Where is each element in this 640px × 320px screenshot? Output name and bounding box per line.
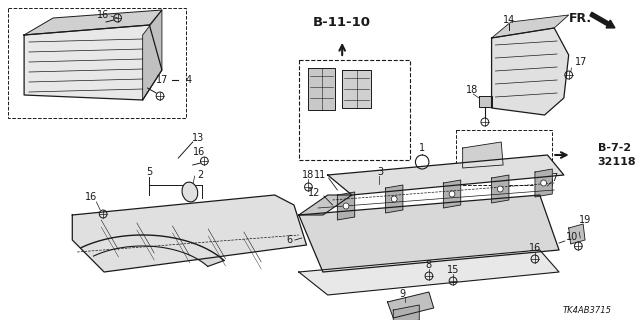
Polygon shape: [479, 96, 492, 107]
Polygon shape: [387, 292, 434, 318]
Polygon shape: [342, 70, 371, 108]
Polygon shape: [81, 235, 224, 267]
Text: 16: 16: [193, 147, 205, 157]
Text: 14: 14: [503, 15, 515, 25]
Text: B-7-2: B-7-2: [598, 143, 631, 153]
Text: 17: 17: [156, 75, 168, 85]
Polygon shape: [393, 305, 419, 320]
Polygon shape: [444, 180, 461, 208]
Polygon shape: [328, 155, 564, 195]
Ellipse shape: [182, 182, 198, 202]
Text: 4: 4: [185, 75, 191, 85]
Text: 3: 3: [378, 167, 384, 177]
Text: 6: 6: [286, 235, 292, 245]
Polygon shape: [299, 195, 559, 272]
Text: 15: 15: [447, 265, 460, 275]
Text: 1: 1: [419, 143, 425, 153]
Circle shape: [449, 191, 455, 197]
Circle shape: [541, 180, 547, 186]
Text: 5: 5: [147, 167, 152, 177]
Text: 16: 16: [529, 243, 541, 253]
FancyArrow shape: [590, 12, 615, 28]
Polygon shape: [308, 68, 335, 110]
Text: 10: 10: [566, 232, 578, 242]
Text: 18: 18: [466, 85, 479, 95]
Polygon shape: [72, 195, 307, 272]
Polygon shape: [299, 250, 559, 295]
Text: 8: 8: [426, 260, 432, 270]
Polygon shape: [24, 25, 162, 100]
Polygon shape: [535, 169, 552, 197]
Text: FR.: FR.: [569, 12, 592, 25]
Text: 16: 16: [97, 10, 109, 20]
Text: 19: 19: [579, 215, 591, 225]
Polygon shape: [143, 10, 162, 100]
Text: TK4AB3715: TK4AB3715: [563, 306, 612, 315]
Circle shape: [497, 186, 503, 192]
Text: 11: 11: [314, 170, 326, 180]
Polygon shape: [492, 175, 509, 203]
Polygon shape: [463, 142, 503, 168]
Text: 7: 7: [551, 173, 557, 183]
Circle shape: [343, 203, 349, 209]
Bar: [299, 60, 410, 160]
Text: 18: 18: [302, 170, 315, 180]
Polygon shape: [492, 15, 569, 38]
Text: 13: 13: [191, 133, 204, 143]
Polygon shape: [492, 28, 569, 115]
Text: 2: 2: [198, 170, 204, 180]
Polygon shape: [24, 10, 162, 35]
Circle shape: [391, 196, 397, 202]
Polygon shape: [299, 195, 352, 215]
Text: 32118: 32118: [598, 157, 636, 167]
Polygon shape: [569, 224, 585, 244]
Text: 9: 9: [400, 289, 406, 299]
Polygon shape: [337, 192, 355, 220]
Text: 16: 16: [86, 192, 98, 202]
Polygon shape: [385, 185, 403, 213]
Bar: [8, 8, 186, 118]
Text: B-11-10: B-11-10: [313, 15, 371, 28]
Text: 12: 12: [308, 188, 320, 198]
Bar: [456, 130, 552, 185]
Text: 17: 17: [575, 57, 587, 67]
